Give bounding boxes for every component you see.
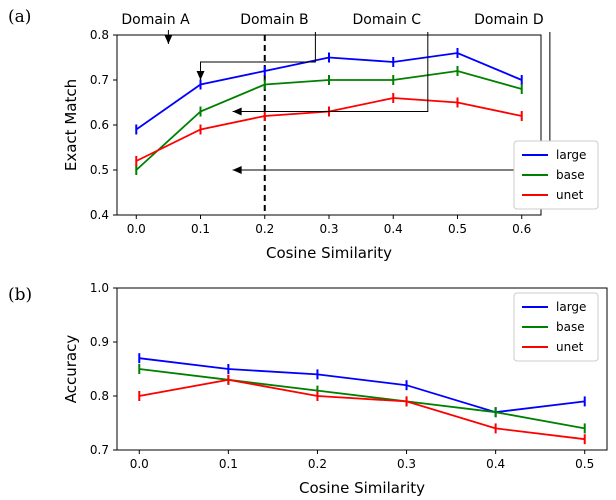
y-tick-label: 0.4 [90, 208, 109, 222]
panel-label: (a) [8, 7, 31, 27]
x-tick-label: 0.0 [127, 222, 146, 236]
series-large [138, 353, 586, 418]
x-tick-label: 0.4 [486, 457, 505, 471]
legend-entry: base [556, 168, 585, 182]
legend: large base unet [513, 140, 599, 210]
y-tick-label: 0.8 [90, 28, 109, 42]
domain-arrow-head [196, 71, 205, 80]
domain-label: Domain B [240, 12, 308, 28]
x-tick-label: 0.4 [384, 222, 403, 236]
x-tick-label: 0.1 [219, 457, 238, 471]
y-axis-label: Exact Match [62, 79, 80, 171]
x-tick-label: 0.5 [575, 457, 594, 471]
x-tick-label: 0.2 [308, 457, 327, 471]
legend-entry: base [556, 320, 585, 334]
domain-arrow-head [232, 166, 242, 174]
legend-entry: unet [556, 188, 584, 202]
series-line [135, 70, 522, 171]
legend-entry: large [556, 148, 586, 162]
y-tick-label: 0.7 [90, 73, 109, 87]
x-tick-label: 0.6 [512, 222, 531, 236]
y-tick-label: 0.5 [90, 163, 109, 177]
series-line [139, 378, 585, 441]
panel-label: (b) [8, 285, 32, 305]
x-tick-label: 0.1 [191, 222, 210, 236]
x-tick-label: 0.2 [255, 222, 274, 236]
domain-arrow-head [164, 35, 173, 44]
x-axis-label: Cosine Similarity [299, 479, 425, 497]
domain-label: Domain A [121, 12, 190, 28]
series-large [135, 48, 523, 135]
legend-entry: unet [556, 340, 584, 354]
y-axis-label: Accuracy [62, 335, 80, 404]
y-tick-label: 0.9 [90, 335, 109, 349]
x-tick-label: 0.5 [448, 222, 467, 236]
x-tick-label: 0.3 [319, 222, 338, 236]
domain-arrow-head [232, 107, 242, 116]
axes-frame [116, 287, 608, 451]
domain-label: Domain D [474, 12, 544, 28]
domain-arrow-line [232, 32, 551, 171]
series-line [139, 357, 585, 414]
x-tick-label: 0.3 [397, 457, 416, 471]
legend-frame [513, 140, 599, 210]
series-unet [138, 374, 586, 445]
domain-arrow-line [232, 32, 429, 112]
domain-annotations: Domain A Domain B Domain C Domain D [121, 12, 551, 174]
panel-b: (b) 0.0 0.1 0.2 0.3 0.4 0.5 0.7 0.8 0.9 1.0 Cosine … [8, 281, 608, 497]
y-tick-label: 0.7 [90, 443, 109, 457]
x-axis-label: Cosine Similarity [266, 244, 392, 262]
y-tick-label: 0.6 [90, 118, 109, 132]
y-tick-label: 0.8 [90, 389, 109, 403]
legend: large base unet [513, 292, 599, 362]
series-unet [135, 93, 523, 166]
series-base [135, 66, 523, 175]
legend-entry: large [556, 300, 586, 314]
x-tick-label: 0.0 [130, 457, 149, 471]
y-tick-label: 1.0 [90, 281, 109, 295]
domain-label: Domain C [353, 12, 422, 28]
series-line [139, 368, 585, 430]
panel-a: (a) 0.0 0.1 0.2 0.3 0.4 0.5 0.6 0.4 0.5 0.6 0.7 0.8 C… [8, 7, 599, 262]
legend-frame [513, 292, 599, 362]
